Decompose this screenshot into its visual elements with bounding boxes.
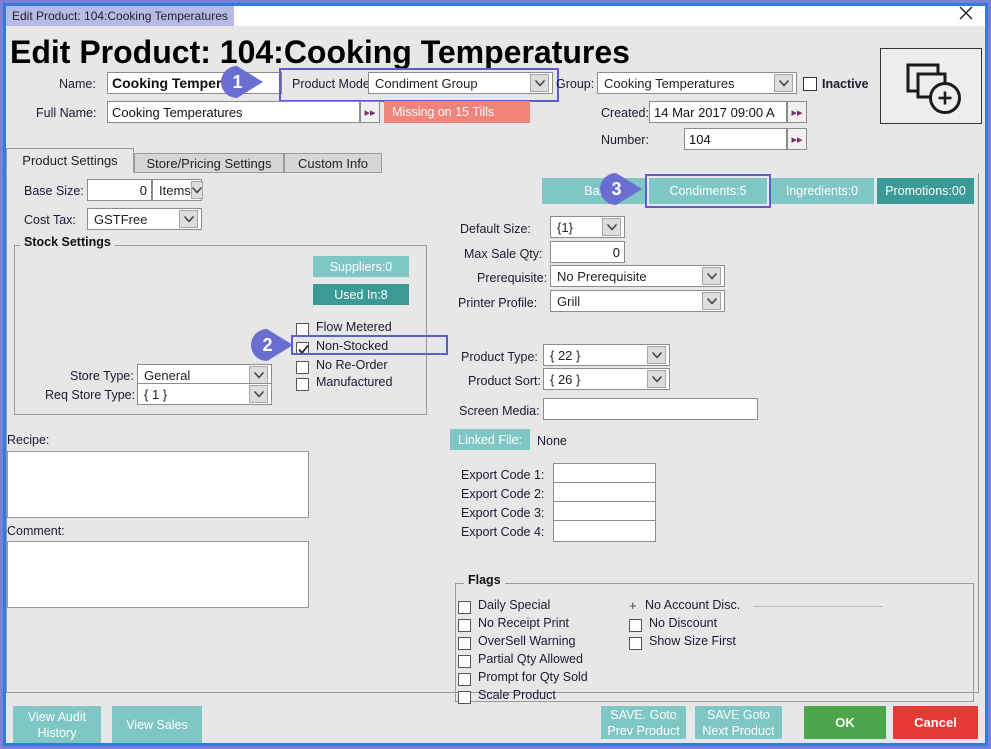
svg-text:3: 3 — [612, 179, 622, 199]
svg-text:1: 1 — [233, 72, 243, 92]
svg-text:2: 2 — [263, 335, 273, 355]
